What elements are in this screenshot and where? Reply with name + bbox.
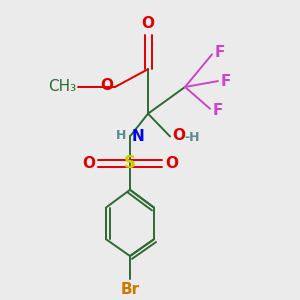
Text: F: F [215, 45, 225, 60]
Text: O: O [82, 156, 95, 171]
Text: O: O [172, 128, 185, 143]
Text: F: F [213, 103, 224, 118]
Text: O: O [100, 77, 113, 92]
Text: F: F [221, 74, 231, 88]
Text: O: O [165, 156, 178, 171]
Text: S: S [124, 154, 136, 172]
Text: -H: -H [184, 131, 200, 144]
Text: Br: Br [120, 282, 140, 297]
Text: H: H [116, 129, 126, 142]
Text: N: N [132, 129, 145, 144]
Text: CH₃: CH₃ [48, 80, 76, 94]
Text: O: O [142, 16, 154, 31]
